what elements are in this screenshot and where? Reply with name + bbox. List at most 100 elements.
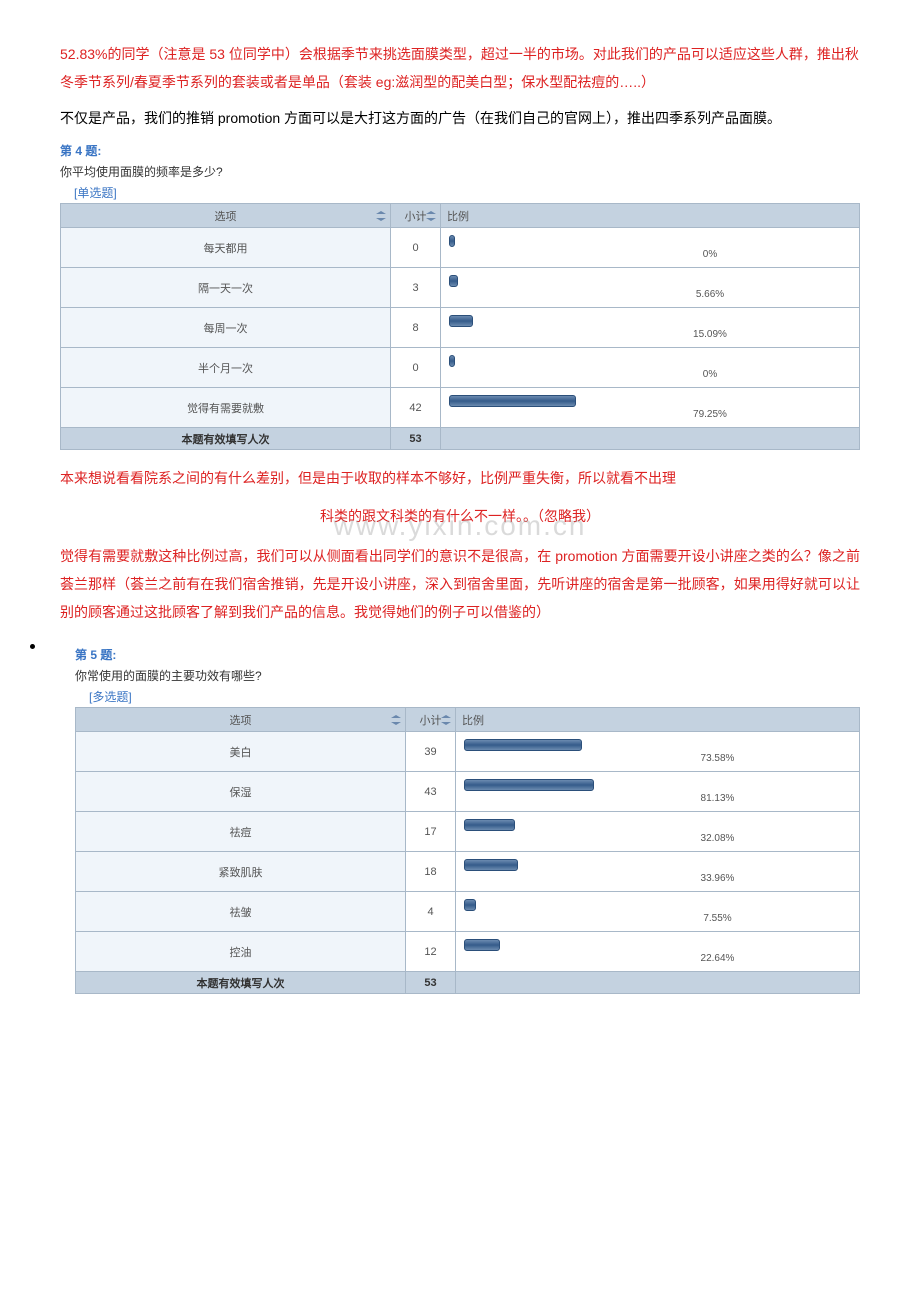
q4-table: 选项 小计 比例 每天都用00%隔一天一次35.66%每周一次815.09%半个… <box>60 203 860 450</box>
col-label: 小计 <box>420 715 442 727</box>
q4-header: 第 4 题: <box>60 142 860 159</box>
summary-count: 53 <box>391 428 441 450</box>
option-cell: 隔一天一次 <box>61 268 391 308</box>
ratio-cell: 0% <box>441 348 860 388</box>
ratio-bar <box>449 315 473 327</box>
ratio-label: 22.64% <box>701 953 735 964</box>
ratio-cell: 79.25% <box>441 388 860 428</box>
ratio-bar <box>464 739 582 751</box>
count-cell: 12 <box>406 932 456 972</box>
sort-icon[interactable] <box>441 715 451 725</box>
option-cell: 每周一次 <box>61 308 391 348</box>
sort-icon[interactable] <box>391 715 401 725</box>
ratio-cell: 81.13% <box>456 772 860 812</box>
summary-empty <box>456 972 860 994</box>
summary-label: 本题有效填写人次 <box>61 428 391 450</box>
ratio-bar <box>449 395 576 407</box>
option-cell: 半个月一次 <box>61 348 391 388</box>
q4-col-count[interactable]: 小计 <box>391 204 441 228</box>
ratio-bar <box>449 235 455 247</box>
bullet-icon <box>30 644 35 649</box>
ratio-bar <box>464 859 518 871</box>
table-row: 控油12 22.64% <box>76 932 860 972</box>
count-cell: 39 <box>406 732 456 772</box>
q4-analysis: 本来想说看看院系之间的有什么差别，但是由于收取的样本不够好，比例严重失衡，所以就… <box>60 464 860 626</box>
count-cell: 18 <box>406 852 456 892</box>
ratio-label: 0% <box>703 249 717 260</box>
option-cell: 觉得有需要就敷 <box>61 388 391 428</box>
table-row: 祛痘17 32.08% <box>76 812 860 852</box>
table-row: 觉得有需要就敷42 79.25% <box>61 388 860 428</box>
q4-type: [单选题] <box>74 184 117 201</box>
intro-paragraph: 52.83%的同学（注意是 53 位同学中）会根据季节来挑选面膜类型，超过一半的… <box>60 40 860 96</box>
summary-row: 本题有效填写人次53 <box>61 428 860 450</box>
ratio-label: 33.96% <box>701 873 735 884</box>
q5-col-option[interactable]: 选项 <box>76 708 406 732</box>
ratio-bar <box>464 899 476 911</box>
sort-icon[interactable] <box>376 211 386 221</box>
ratio-label: 79.25% <box>693 409 727 420</box>
option-cell: 控油 <box>76 932 406 972</box>
analysis-line: 科类的跟文科类的有什么不一样。。（忽略我） <box>60 502 860 530</box>
intro-block: 52.83%的同学（注意是 53 位同学中）会根据季节来挑选面膜类型，超过一半的… <box>60 40 860 132</box>
option-cell: 美白 <box>76 732 406 772</box>
ratio-bar <box>449 275 458 287</box>
col-label: 比例 <box>447 211 469 223</box>
count-cell: 4 <box>406 892 456 932</box>
table-row: 每天都用0 0% <box>61 228 860 268</box>
summary-label: 本题有效填写人次 <box>76 972 406 994</box>
option-cell: 祛皱 <box>76 892 406 932</box>
col-label: 选项 <box>230 715 252 727</box>
count-cell: 43 <box>406 772 456 812</box>
table-row: 紧致肌肤18 33.96% <box>76 852 860 892</box>
count-cell: 0 <box>391 348 441 388</box>
col-label: 选项 <box>215 211 237 223</box>
ratio-label: 5.66% <box>696 289 724 300</box>
table-row: 隔一天一次3 5.66% <box>61 268 860 308</box>
q5-header: 第 5 题: <box>75 646 860 663</box>
sort-icon[interactable] <box>426 211 436 221</box>
ratio-cell: 73.58% <box>456 732 860 772</box>
ratio-cell: 5.66% <box>441 268 860 308</box>
count-cell: 42 <box>391 388 441 428</box>
option-cell: 每天都用 <box>61 228 391 268</box>
ratio-bar <box>464 779 594 791</box>
q5-type: [多选题] <box>89 688 132 705</box>
q5-col-ratio: 比例 <box>456 708 860 732</box>
option-cell: 紧致肌肤 <box>76 852 406 892</box>
summary-empty <box>441 428 860 450</box>
ratio-cell: 32.08% <box>456 812 860 852</box>
table-row: 祛皱4 7.55% <box>76 892 860 932</box>
option-cell: 祛痘 <box>76 812 406 852</box>
intro-paragraph: 不仅是产品，我们的推销 promotion 方面可以是大打这方面的广告（在我们自… <box>60 104 860 132</box>
table-row: 保湿43 81.13% <box>76 772 860 812</box>
ratio-label: 0% <box>703 369 717 380</box>
table-row: 半个月一次0 0% <box>61 348 860 388</box>
analysis-paragraph: 觉得有需要就敷这种比例过高，我们可以从侧面看出同学们的意识不是很高，在 prom… <box>60 542 860 626</box>
ratio-cell: 22.64% <box>456 932 860 972</box>
col-label: 比例 <box>462 715 484 727</box>
ratio-label: 7.55% <box>703 913 731 924</box>
table-row: 每周一次815.09% <box>61 308 860 348</box>
ratio-label: 32.08% <box>701 833 735 844</box>
count-cell: 17 <box>406 812 456 852</box>
q5-table: 选项 小计 比例 美白3973.58%保湿4381.13%祛痘1732.08%紧… <box>75 707 860 994</box>
q4-col-option[interactable]: 选项 <box>61 204 391 228</box>
question-5-block: 第 5 题: 你常使用的面膜的主要功效有哪些? [多选题] 选项 小计 比例 <box>60 636 860 1008</box>
ratio-cell: 15.09% <box>441 308 860 348</box>
q4-col-ratio: 比例 <box>441 204 860 228</box>
q5-col-count[interactable]: 小计 <box>406 708 456 732</box>
summary-row: 本题有效填写人次53 <box>76 972 860 994</box>
table-row: 美白3973.58% <box>76 732 860 772</box>
analysis-text: 觉得有需要就敷这种比例过高，我们可以从侧面看出同学们的意识不是很高，在 prom… <box>60 548 860 620</box>
count-cell: 3 <box>391 268 441 308</box>
ratio-bar <box>449 355 455 367</box>
ratio-cell: 0% <box>441 228 860 268</box>
col-label: 小计 <box>405 211 427 223</box>
option-cell: 保湿 <box>76 772 406 812</box>
q4-question: 你平均使用面膜的频率是多少? <box>60 163 860 180</box>
ratio-label: 81.13% <box>701 793 735 804</box>
count-cell: 0 <box>391 228 441 268</box>
ratio-bar <box>464 939 500 951</box>
q5-question: 你常使用的面膜的主要功效有哪些? <box>75 667 860 684</box>
